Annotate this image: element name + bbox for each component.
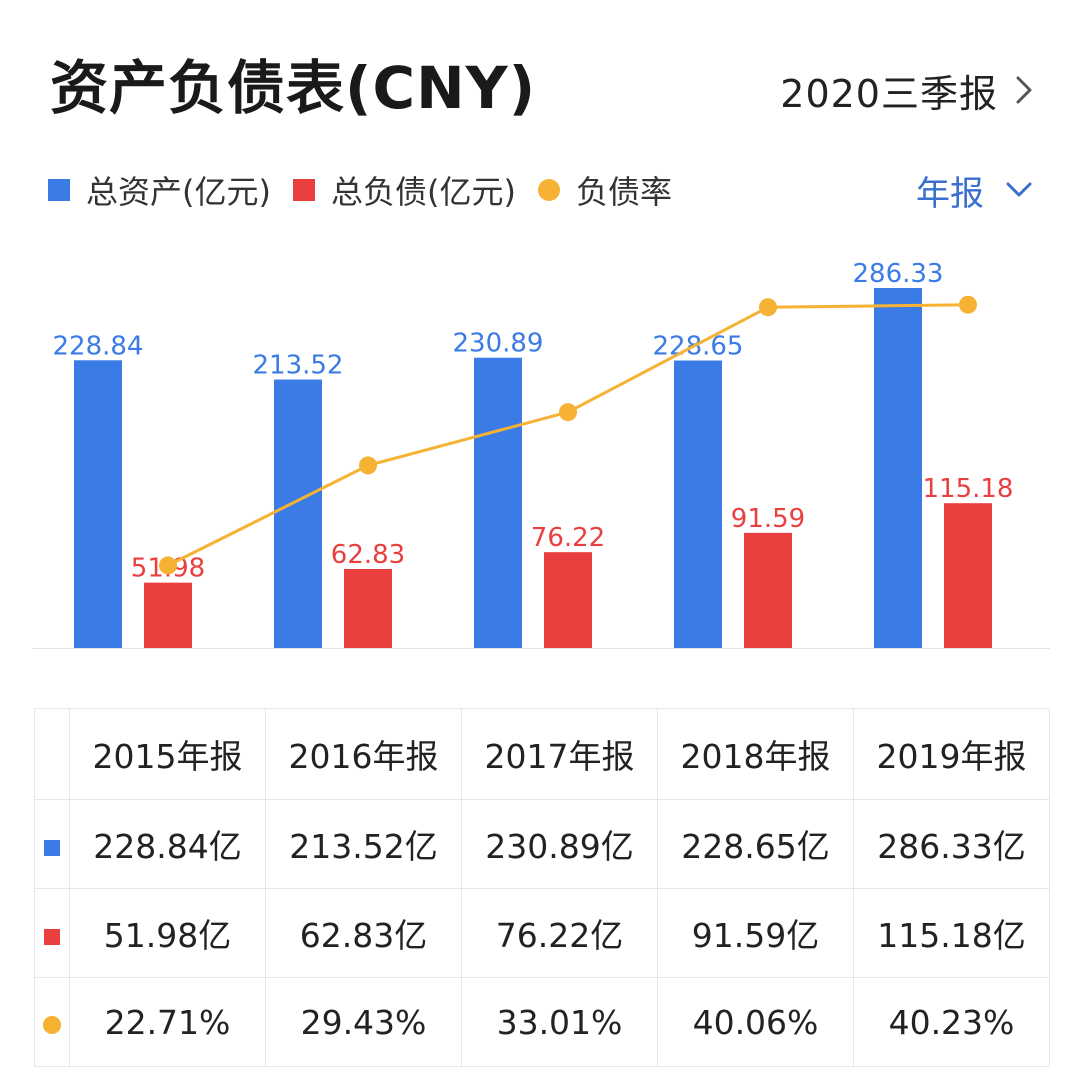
data-label-liabilities: 76.22 — [531, 523, 605, 553]
chevron-down-icon — [1006, 182, 1032, 197]
data-label-liabilities: 62.83 — [331, 540, 405, 570]
table-row-liabilities: 51.98亿 62.83亿 76.22亿 91.59亿 115.18亿 — [34, 888, 1050, 978]
table-cell: 286.33亿 — [853, 799, 1050, 889]
table-cell: 115.18亿 — [853, 888, 1050, 978]
legend-item-ratio[interactable]: 负债率 — [537, 167, 672, 213]
header: 资产负债表(CNY) 2020三季报 — [0, 0, 1080, 140]
chart-legend: 总资产(亿元) 总负债(亿元) 负债率 — [48, 162, 694, 218]
chevron-right-icon — [1016, 76, 1032, 104]
report-type-label: 年报 — [916, 173, 984, 214]
bar-assets[interactable] — [74, 360, 122, 648]
table-header-cell: 2018年报 — [657, 708, 854, 800]
period-selector[interactable]: 2020三季报 — [780, 62, 1032, 118]
table-row-assets: 228.84亿 213.52亿 230.89亿 228.65亿 286.33亿 — [34, 799, 1050, 889]
period-label: 2020三季报 — [780, 71, 998, 116]
bar-liabilities[interactable] — [944, 503, 992, 648]
legend-swatch-ratio — [537, 179, 560, 201]
data-table: 2015年报 2016年报 2017年报 2018年报 2019年报 228.8… — [34, 708, 1050, 1067]
data-label-assets: 213.52 — [253, 351, 344, 381]
data-label-assets: 286.33 — [853, 259, 944, 289]
table-cell: 40.23% — [853, 977, 1050, 1067]
table-header-cell: 2015年报 — [69, 708, 266, 800]
assets-square-icon — [44, 839, 60, 856]
legend-swatch-liabilities — [292, 179, 315, 201]
liabilities-square-icon — [44, 928, 60, 945]
ratio-point[interactable] — [559, 403, 577, 422]
legend-swatch-assets — [48, 179, 70, 201]
row-marker-cell — [34, 799, 70, 889]
legend-label-ratio: 负债率 — [575, 173, 672, 211]
table-cell: 76.22亿 — [461, 888, 658, 978]
table-cell: 33.01% — [461, 977, 658, 1067]
data-label-liabilities: 115.18 — [923, 474, 1014, 504]
bar-liabilities[interactable] — [144, 582, 192, 648]
legend-item-assets[interactable]: 总资产(亿元) — [48, 167, 271, 213]
legend-label-assets: 总资产(亿元) — [86, 173, 271, 211]
table-cell: 213.52亿 — [265, 799, 462, 889]
table-header-cell: 2016年报 — [265, 708, 462, 800]
data-label-liabilities: 91.59 — [731, 504, 805, 534]
table-cell: 40.06% — [657, 977, 854, 1067]
ratio-point[interactable] — [359, 456, 377, 475]
ratio-point[interactable] — [959, 295, 977, 314]
bar-assets[interactable] — [274, 379, 322, 648]
table-cell: 228.65亿 — [657, 799, 854, 889]
table-cell: 22.71% — [69, 977, 266, 1067]
table-corner — [34, 708, 70, 800]
bar-liabilities[interactable] — [544, 552, 592, 648]
table-cell: 51.98亿 — [69, 888, 266, 978]
data-label-assets: 228.84 — [53, 331, 144, 361]
legend-item-liabilities[interactable]: 总负债(亿元) — [292, 167, 516, 213]
bar-liabilities[interactable] — [744, 532, 792, 648]
ratio-point[interactable] — [159, 556, 177, 575]
row-marker-cell — [34, 977, 70, 1067]
ratio-dot-icon — [43, 1015, 61, 1034]
data-label-assets: 228.65 — [653, 332, 744, 362]
table-row-ratio: 22.71% 29.43% 33.01% 40.06% 40.23% — [34, 977, 1050, 1067]
table-cell: 62.83亿 — [265, 888, 462, 978]
page-title: 资产负债表(CNY) — [50, 54, 537, 122]
ratio-point[interactable] — [759, 298, 777, 317]
report-type-selector[interactable]: 年报 — [916, 162, 1032, 218]
bar-assets[interactable] — [874, 288, 922, 648]
table-cell: 91.59亿 — [657, 888, 854, 978]
table-cell: 29.43% — [265, 977, 462, 1067]
table-cell: 230.89亿 — [461, 799, 658, 889]
table-header-cell: 2017年报 — [461, 708, 658, 800]
table-header-cell: 2019年报 — [853, 708, 1050, 800]
table-cell: 228.84亿 — [69, 799, 266, 889]
bar-liabilities[interactable] — [344, 569, 392, 648]
row-marker-cell — [34, 888, 70, 978]
balance-sheet-chart: 228.8451.98213.5262.83230.8976.22228.659… — [32, 259, 1050, 649]
bar-assets[interactable] — [474, 357, 522, 648]
data-label-assets: 230.89 — [453, 329, 544, 359]
bar-assets[interactable] — [674, 360, 722, 648]
table-header-row: 2015年报 2016年报 2017年报 2018年报 2019年报 — [34, 708, 1050, 800]
legend-label-liabilities: 总负债(亿元) — [330, 173, 516, 211]
